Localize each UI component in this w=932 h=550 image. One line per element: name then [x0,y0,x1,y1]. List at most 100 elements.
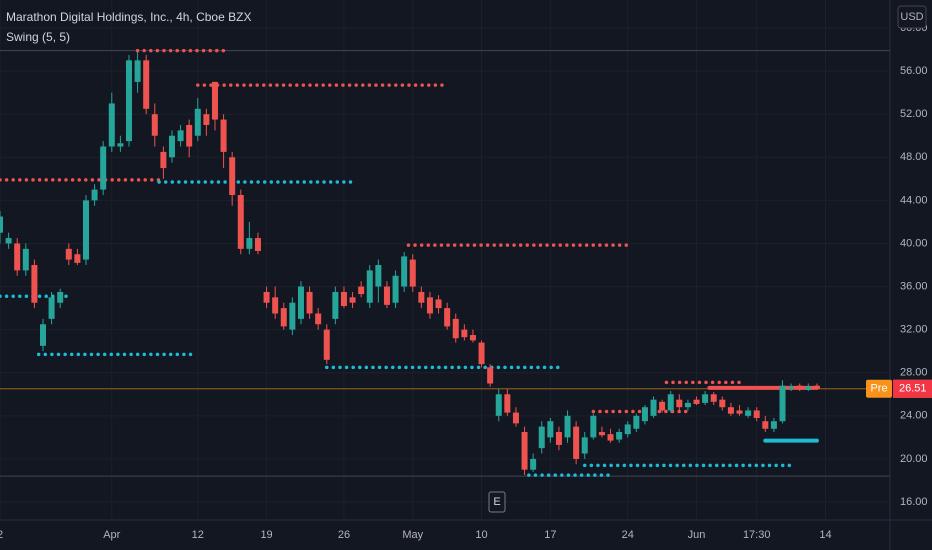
candle-body [108,103,115,147]
candle-body [409,259,416,287]
candle-body [246,238,253,249]
pre-label: Pre [870,383,887,395]
x-tick-label: 24 [622,529,634,541]
candle-body [340,291,347,306]
y-tick-label: 16.00 [900,496,928,508]
y-tick-label: 48.00 [900,151,928,163]
candle-body [659,401,666,411]
candle-body [710,394,717,402]
x-tick-label: 10 [475,529,487,541]
candle-body [168,135,175,158]
x-tick-label: 2 [0,529,3,541]
candle-body [487,367,494,384]
candle-body [186,124,193,147]
x-tick-label: Jun [688,529,706,541]
candle-body [555,431,562,445]
candle-body [452,318,459,339]
candle-body [581,437,588,454]
candle-body [14,243,21,271]
candle-body [280,308,287,327]
candle-body [366,270,373,303]
candle-body [444,308,451,327]
candle-body [117,143,124,147]
candle-body [727,407,734,414]
x-tick-label: 19 [260,529,272,541]
candle-body [220,119,227,152]
candle-body [607,434,614,441]
x-tick-label: May [402,529,423,541]
candle-body [263,291,270,303]
candle-body [495,394,502,416]
currency: USD [900,11,923,23]
y-tick-label: 20.00 [900,453,928,465]
x-tick-label: 17:30 [743,529,771,541]
candle-body [719,399,726,408]
candle-body [358,286,365,295]
candle-body [39,324,46,346]
candle-body [598,431,605,436]
x-tick-label: 14 [819,529,831,541]
y-tick-label: 40.00 [900,237,928,249]
candle-body [693,399,700,404]
candle-body [547,421,554,438]
candle-body [469,335,476,341]
candle-body [332,291,339,319]
candle-body [770,421,777,429]
candle-body [788,386,795,389]
candle-body [813,385,820,389]
last-price-badge [893,379,932,398]
candle-body [702,394,709,403]
candle-body [564,415,571,438]
candle-body [74,254,81,263]
candle-body [641,407,648,422]
candle-body [91,189,98,201]
candle-body [151,114,158,136]
candle-body [272,297,279,314]
candle-body [461,329,468,338]
candle-body [736,410,743,414]
candle-body [349,297,356,303]
pre-badge [866,379,892,398]
candle-body [48,297,55,319]
event-box[interactable] [488,491,506,513]
candle-body [684,402,691,408]
chart-title: Marathon Digital Holdings, Inc., 4h, Cbo… [6,10,251,24]
candle-body [100,146,107,190]
y-tick-label: 28.00 [900,367,928,379]
x-tick-label: 12 [192,529,204,541]
candle-body [504,394,511,413]
candle-body [177,130,184,142]
candle-body [667,394,674,411]
candle-body [297,286,304,319]
y-tick-label: 32.00 [900,324,928,336]
candle-body [306,291,313,314]
y-tick-label: 52.00 [900,108,928,120]
marks [0,48,890,477]
candle-body [616,431,623,440]
x-tick-label: 26 [338,529,350,541]
candle-body [478,342,485,365]
indicator-label: Swing (5, 5) [6,30,70,44]
candle-body [125,60,132,142]
candle-body [521,431,528,470]
y-tick-label: 56.00 [900,65,928,77]
candle-body [530,458,537,470]
candle-body [426,297,433,314]
last-price-label: 26.51 [899,383,927,395]
candle-body [633,415,640,429]
candle-body [796,385,803,389]
candle-body [22,248,29,271]
currency-box[interactable] [897,5,927,29]
candle-body [134,60,141,82]
candle-body [203,114,210,125]
candle-body [401,256,408,287]
candle-body [65,248,72,260]
candle-body [779,385,786,422]
candle-body [82,200,89,260]
candle-body [57,291,64,303]
candle-body [289,302,296,330]
candle-body [435,299,442,309]
